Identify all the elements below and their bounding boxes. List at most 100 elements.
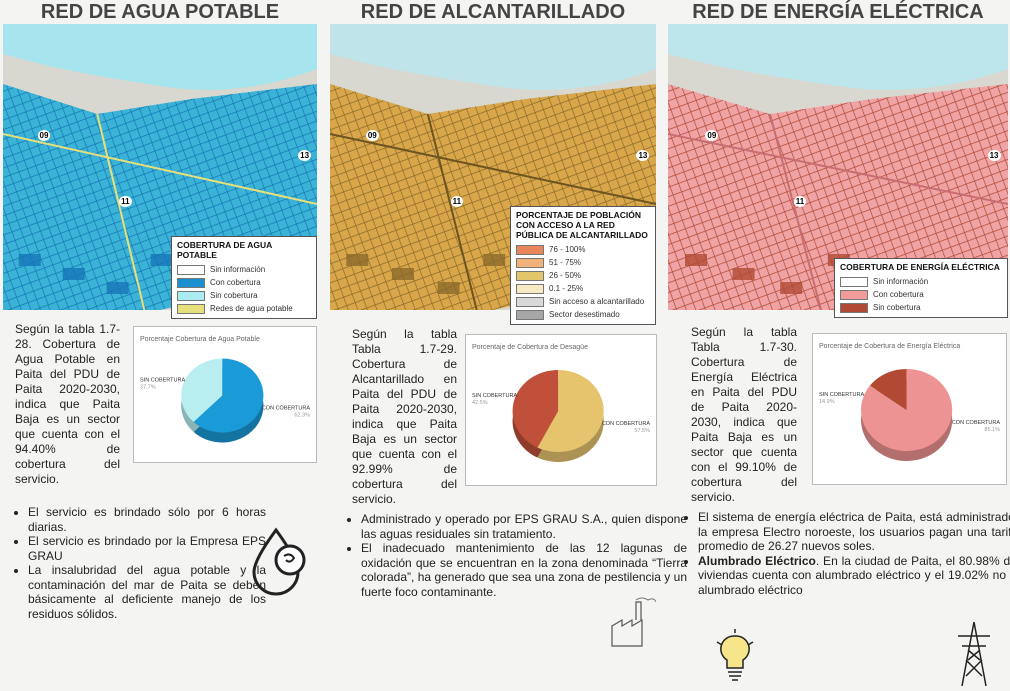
legend-swatch	[177, 264, 205, 275]
main-road	[668, 113, 1008, 310]
legend-item: Sin cobertura	[177, 289, 311, 302]
map-label: 13	[987, 149, 1001, 161]
legend-label: 51 - 75%	[549, 258, 582, 267]
legend-swatch	[840, 276, 868, 287]
map-label: 09	[705, 129, 719, 141]
bullet: El sistema de energía eléctrica de Paita…	[698, 510, 1010, 554]
chart-title: Porcentaje de Cobertura de Desagüe	[472, 344, 588, 351]
legend-item: Con cobertura	[840, 288, 1002, 301]
bullet-bold: Alumbrado Eléctrico	[698, 553, 816, 568]
microbe	[274, 544, 306, 576]
map-label: 13	[636, 149, 650, 161]
bullet-text: . En la ciudad de Paita, el 80.98% de la…	[698, 553, 1010, 597]
tower-icon	[958, 621, 990, 687]
legend-label: 0.1 - 25%	[549, 284, 584, 293]
legend-item: 51 - 75%	[516, 256, 650, 269]
pie-slice	[193, 358, 264, 433]
factory	[611, 601, 643, 647]
legend: COBERTURA DE ENERGÍA ELÉCTRICA Sin inform…	[834, 258, 1008, 318]
section-title: RED DE ENERGÍA ELÉCTRICA	[692, 1, 984, 23]
slice-label: SIN COBERTURA	[472, 393, 517, 399]
bullet-list: El servicio es brindado sólo por 6 horas…	[2, 505, 266, 621]
main-road	[3, 113, 317, 310]
bullet-text: El sistema de energía eléctrica de Paita…	[698, 510, 1010, 553]
legend-swatch	[516, 244, 544, 255]
section-title: RED DE AGUA POTABLE	[40, 1, 280, 23]
legend-item: Sin acceso a alcantarillado	[516, 295, 650, 308]
tower	[958, 621, 990, 687]
map-label: 09	[365, 129, 379, 141]
legend-item: Sin información	[177, 263, 311, 276]
legend-swatch	[516, 270, 544, 281]
legend: COBERTURA DE AGUA POTABLE Sin información…	[171, 236, 317, 319]
block-patch	[150, 254, 173, 266]
block-patch	[780, 282, 803, 294]
chart-box: Porcentaje de Cobertura de Energía Eléct…	[812, 333, 1007, 485]
chart-title: Porcentaje de Cobertura de Energía Eléct…	[819, 343, 960, 350]
slice-label: SIN COBERTURA	[140, 378, 185, 384]
legend-item: 26 - 50%	[516, 269, 650, 282]
slice-value-label: 62.3%	[294, 413, 310, 419]
slice-label: SIN COBERTURA	[819, 392, 864, 398]
legend-item: Sin información	[840, 275, 1002, 288]
chart-box: Porcentaje Cobertura de Agua Potable SIN …	[133, 326, 317, 463]
pie-chart: Porcentaje de Cobertura de Desagüe SIN CO…	[472, 344, 651, 463]
bulb-icon	[716, 629, 754, 681]
map-label: 13	[298, 149, 312, 161]
legend-swatch	[516, 309, 544, 320]
block-patch	[106, 282, 129, 294]
smoke	[635, 597, 656, 603]
bulb	[720, 635, 750, 669]
block-patch	[391, 268, 414, 280]
legend-label: Con cobertura	[210, 278, 261, 287]
bullet: Alumbrado Eléctrico. En la ciudad de Pai…	[698, 554, 1010, 598]
block-patch	[483, 254, 506, 266]
pie-slice	[512, 369, 559, 448]
factory-icon	[611, 597, 656, 647]
section-title: RED DE ALCANTARILLADO	[360, 1, 626, 23]
legend-swatch	[840, 289, 868, 300]
block-patch	[18, 254, 41, 266]
legend-label: Sector desestimado	[549, 310, 620, 319]
legend-label: Sin cobertura	[210, 291, 258, 300]
block-patch	[732, 268, 755, 280]
pie-slice	[869, 368, 907, 410]
block-patch	[437, 282, 460, 294]
legend-swatch	[516, 283, 544, 294]
legend-item: Sector desestimado	[516, 308, 650, 321]
main-road	[330, 113, 656, 310]
pie-slice	[181, 358, 223, 422]
urban-area	[668, 84, 1008, 310]
sea	[668, 24, 1008, 90]
microbe-detail	[283, 553, 296, 563]
bullet: El inadecuado mantenimiento de las 12 la…	[361, 541, 687, 599]
legend-swatch	[516, 257, 544, 268]
block-patch	[685, 254, 707, 266]
legend: PORCENTAJE DE POBLACIÓN CON ACCESO A LA …	[510, 206, 656, 325]
slice-label: CON COBERTURA	[952, 420, 1001, 426]
slice-value-label: 85.1%	[984, 427, 1000, 433]
sea	[330, 24, 656, 90]
slice-label: CON COBERTURA	[262, 406, 311, 412]
map-label: 11	[450, 195, 464, 207]
legend-swatch	[516, 296, 544, 307]
legend-swatch	[177, 290, 205, 301]
paragraph: Según la tabla Tabla 1.7-29. Cobertura d…	[352, 327, 457, 506]
legend-swatch	[840, 302, 868, 313]
legend-title: PORCENTAJE DE POBLACIÓN CON ACCESO A LA …	[516, 210, 648, 240]
legend-label: Sin información	[210, 265, 266, 274]
bullet: El servicio es brindado por la Empresa E…	[28, 534, 266, 563]
bullet: Administrado y operado por EPS GRAU S.A.…	[361, 512, 687, 541]
legend-item: 0.1 - 25%	[516, 282, 650, 295]
slice-label: CON COBERTURA	[602, 421, 651, 427]
block-patch	[62, 268, 85, 280]
legend-item: Redes de agua potable	[177, 302, 311, 315]
legend-label: 26 - 50%	[549, 271, 582, 280]
slice-value-label: 37.7%	[140, 385, 156, 391]
paragraph: Según la tabla 1.7-28. Cobertura de Agua…	[15, 322, 120, 486]
legend-swatch	[177, 277, 205, 288]
chart-title: Porcentaje Cobertura de Agua Potable	[140, 336, 260, 343]
legend-title: COBERTURA DE ENERGÍA ELÉCTRICA	[840, 262, 1000, 272]
bullet: La insalubridad del agua potable y la co…	[28, 563, 266, 621]
